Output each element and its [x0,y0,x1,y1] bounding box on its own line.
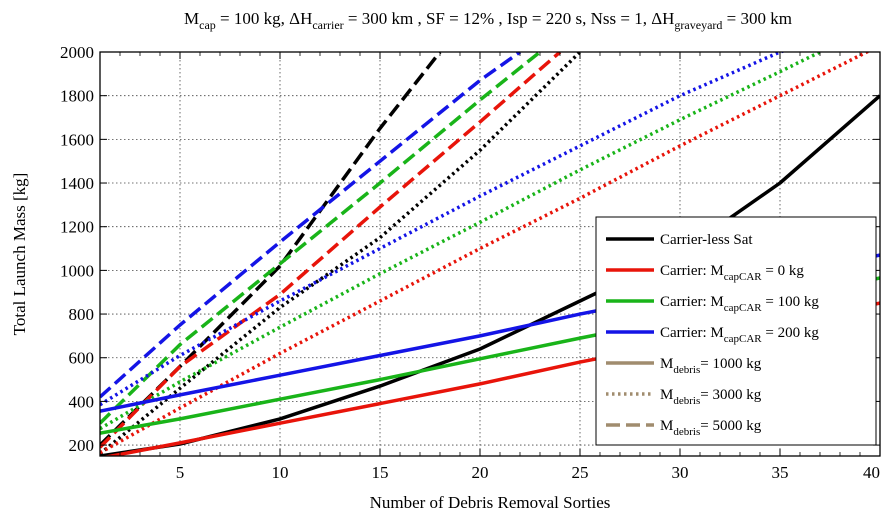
y-tick-label: 2000 [60,43,94,62]
label-text: M [660,418,673,434]
label-text: Carrier: M [660,263,724,279]
chart-title: Mcap = 100 kg, ΔHcarrier = 300 km , SF =… [184,9,792,32]
series-line-green-dotted [100,52,821,431]
legend-label: Carrier: McapCAR = 200 kg [660,325,819,345]
series-line-blue-dotted [100,52,786,407]
x-tick-label: 10 [272,463,289,482]
x-tick-label: 40 [863,463,880,482]
subscript-text: debris [673,395,700,407]
y-tick-label: 400 [69,392,95,411]
label-text: = 300 km , SF = 12% , Isp = 220 s, Nss =… [344,9,675,28]
label-text: Carrier: M [660,294,724,310]
label-text: = 1000 kg [700,356,761,372]
legend-label: Mdebris= 3000 kg [660,387,762,407]
subscript-text: cap [199,18,216,32]
subscript-text: capCAR [724,302,763,314]
y-tick-label: 1400 [60,174,94,193]
series-line-black-dashed [100,52,442,447]
label-text: = 200 kg [762,325,820,341]
x-tick-label: 5 [176,463,185,482]
legend-label: Carrier: McapCAR = 100 kg [660,294,819,314]
series-line-blue-dashed [100,52,522,399]
plot-frame [99,51,881,457]
label-text: = 5000 kg [700,418,761,434]
label-text: = 100 kg, ΔH [216,9,313,28]
label-text: M [184,9,199,28]
legend-label: Carrier-less Sat [660,232,753,248]
y-tick-label: 1800 [60,87,94,106]
subscript-text: capCAR [724,333,763,345]
x-tick-label: 35 [772,463,789,482]
legend-label: Mdebris= 5000 kg [660,418,762,438]
y-tick-label: 600 [69,349,95,368]
y-tick-label: 1000 [60,261,94,280]
label-text: = 300 km [722,9,792,28]
label-text: = 3000 kg [700,387,761,403]
y-tick-label: 1200 [60,218,94,237]
series-line-black-dotted [100,52,582,456]
label-text: = 100 kg [762,294,820,310]
y-tick-label: 200 [69,436,95,455]
y-axis-label: Total Launch Mass [kg] [10,173,29,336]
label-text: Carrier: M [660,325,724,341]
legend-label: Mdebris= 1000 kg [660,356,762,376]
legend-label: Carrier: McapCAR = 0 kg [660,263,804,283]
label-text: Carrier-less Sat [660,232,753,248]
x-tick-label: 30 [672,463,689,482]
x-axis-label: Number of Debris Removal Sorties [370,493,611,512]
series-line-green-dashed [100,52,542,425]
subscript-text: debris [673,426,700,438]
axis-ticks: 5 10 15 20 25 30 35 40 200 400 600 800 1000 1200 1400 1… [60,43,881,482]
series-line-red-dashed [100,52,562,449]
subscript-text: graveyard [674,18,722,32]
label-text: = 0 kg [762,263,805,279]
y-tick-label: 1600 [60,130,94,149]
subscript-text: carrier [312,18,343,32]
subscript-text: debris [673,364,700,376]
y-tick-label: 800 [69,305,95,324]
x-tick-label: 15 [372,463,389,482]
label-text: M [660,356,673,372]
x-tick-label: 25 [572,463,589,482]
subscript-text: capCAR [724,271,763,283]
x-tick-label: 20 [472,463,489,482]
label-text: M [660,387,673,403]
